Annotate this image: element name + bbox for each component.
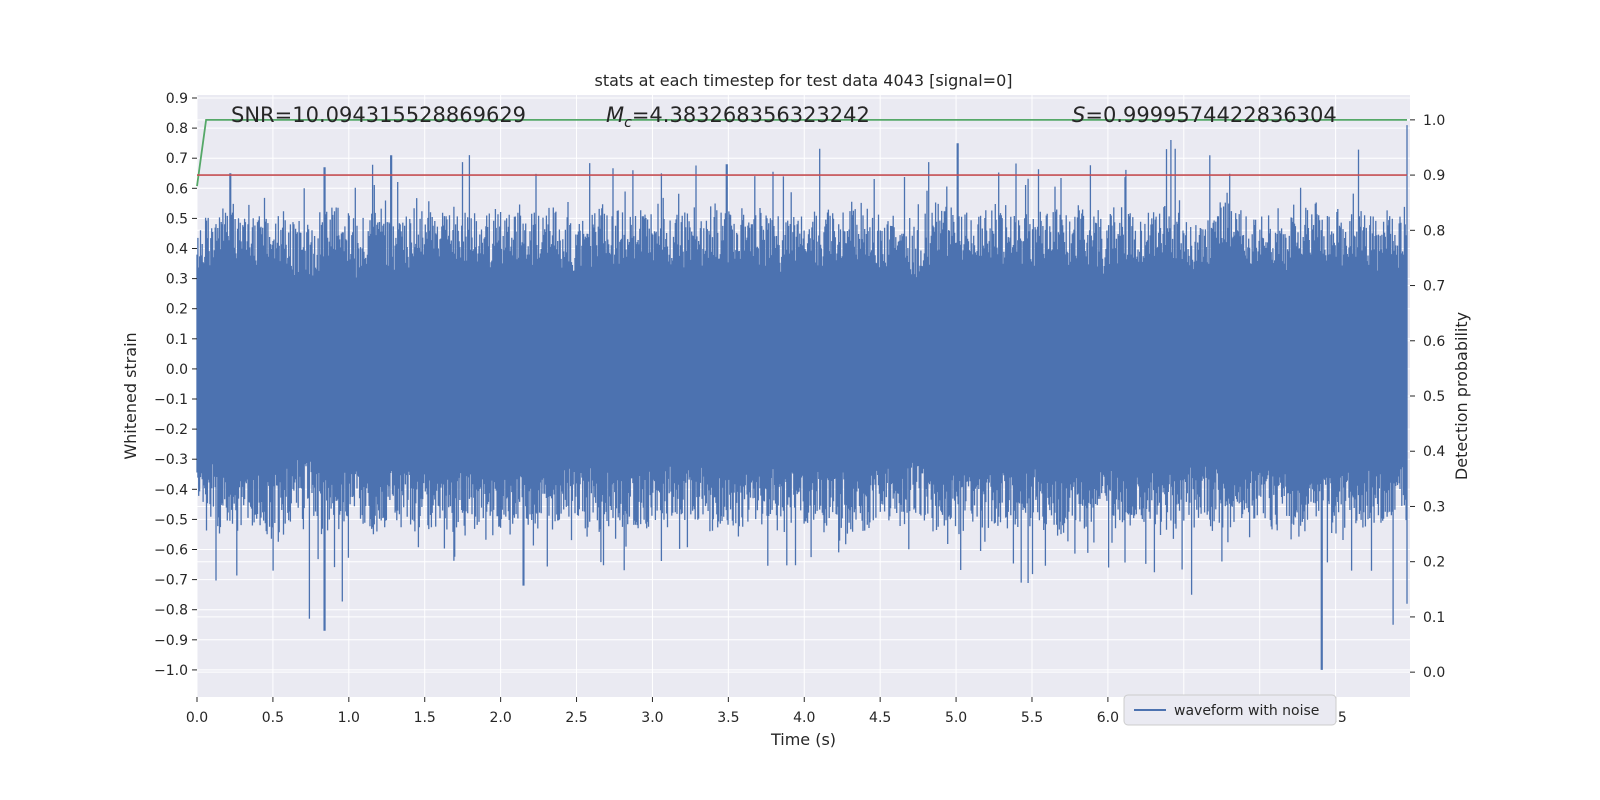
left-y-tick-label: −0.2 <box>154 422 188 438</box>
legend: waveform with noise <box>1123 694 1337 726</box>
x-tick-label: 5.0 <box>945 710 967 726</box>
left-y-tick-label: 0.1 <box>166 332 188 348</box>
left-y-tick-label: −0.1 <box>154 392 188 408</box>
series-detection-probability-line <box>196 119 1407 187</box>
right-y-tick-label: 0.9 <box>1423 168 1445 184</box>
x-tick-label: 4.0 <box>793 710 815 726</box>
right-y-tick-label: 0.5 <box>1423 389 1445 405</box>
left-y-axis-label: Whitened strain <box>121 332 140 459</box>
right-y-tick-label: 0.0 <box>1423 665 1445 681</box>
right-y-tick-label: 0.4 <box>1423 444 1445 460</box>
x-tick-label: 5.5 <box>1021 710 1043 726</box>
right-y-tick-label: 0.1 <box>1423 610 1445 626</box>
left-y-tick-label: −0.5 <box>154 512 188 528</box>
left-y-tick-label: −0.3 <box>154 452 188 468</box>
x-tick-label: 2.0 <box>489 710 511 726</box>
left-y-tick-label: 0.5 <box>166 211 188 227</box>
x-tick-label: 6.0 <box>1097 710 1119 726</box>
left-y-tick-label: 0.4 <box>166 242 188 258</box>
right-y-tick-label: 0.8 <box>1423 223 1445 239</box>
legend-box <box>1123 694 1337 726</box>
annotation-chirp-mass-symbol: M <box>606 103 624 127</box>
waveform-core <box>197 302 1407 436</box>
left-y-tick-label: −1.0 <box>154 663 188 679</box>
left-y-tick-label: 0.3 <box>166 272 188 288</box>
left-y-tick-label: 0.0 <box>166 362 188 378</box>
right-y-axis-ticks: 1.0 0.9 0.8 0.7 0.6 0.5 0.4 0.3 0.2 0.1 0.0 <box>1410 113 1445 681</box>
left-y-tick-label: −0.8 <box>154 603 188 619</box>
left-y-tick-label: 0.6 <box>166 181 188 197</box>
annotation-chirp-mass-subscript: c <box>624 115 632 131</box>
left-y-axis-ticks: 0.9 0.8 0.7 0.6 0.5 0.4 0.3 0.2 0.1 0.0 −0.1 −0.2 −0… <box>154 91 197 679</box>
x-tick-label: 1.5 <box>414 710 436 726</box>
right-y-tick-label: 0.3 <box>1423 499 1445 515</box>
annotation-snr: SNR=10.094315528869629 <box>231 103 526 127</box>
left-y-tick-label: 0.2 <box>166 302 188 318</box>
right-y-tick-label: 1.0 <box>1423 113 1445 129</box>
left-y-tick-label: 0.7 <box>166 151 188 167</box>
x-tick-label: 0.5 <box>262 710 284 726</box>
chart-title: stats at each timestep for test data 404… <box>594 71 1012 90</box>
right-y-tick-label: 0.6 <box>1423 334 1445 350</box>
x-tick-label: 0.0 <box>186 710 208 726</box>
left-y-tick-label: −0.4 <box>154 482 188 498</box>
annotation-chirp-mass: Mc=4.383268356323242 <box>606 103 870 131</box>
x-axis-label: Time (s) <box>770 730 836 749</box>
right-y-tick-label: 0.2 <box>1423 555 1445 571</box>
annotation-chirp-mass-value: =4.383268356323242 <box>632 103 870 127</box>
legend-label-waveform: waveform with noise <box>1174 703 1319 719</box>
left-y-tick-label: −0.7 <box>154 573 188 589</box>
left-y-tick-label: 0.9 <box>166 91 188 107</box>
right-y-tick-label: 0.7 <box>1423 279 1445 295</box>
annotation-s-value: =0.9999574422836304 <box>1085 103 1336 127</box>
series-waveform-with-noise <box>196 125 1408 670</box>
x-tick-label: 1.0 <box>338 710 360 726</box>
x-tick-label: 3.0 <box>641 710 663 726</box>
x-tick-label: 2.5 <box>565 710 587 726</box>
annotation-s-statistic: S=0.9999574422836304 <box>1072 103 1337 127</box>
annotation-s-symbol: S <box>1072 103 1085 127</box>
left-y-tick-label: −0.9 <box>154 633 188 649</box>
x-tick-label: 4.5 <box>869 710 891 726</box>
left-y-tick-label: −0.6 <box>154 543 188 559</box>
right-y-axis-label: Detection probability <box>1452 312 1471 480</box>
x-tick-label: 3.5 <box>717 710 739 726</box>
left-y-tick-label: 0.8 <box>166 121 188 137</box>
